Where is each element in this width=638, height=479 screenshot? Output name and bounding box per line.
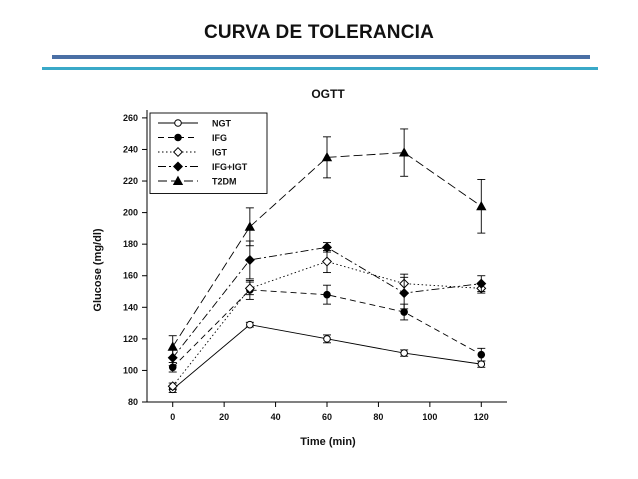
legend-box xyxy=(149,112,268,194)
data-point xyxy=(476,200,487,211)
x-tick-label: 40 xyxy=(271,412,281,422)
y-axis-label: Glucose (mg/dl) xyxy=(92,228,104,311)
legend-entry: IGT xyxy=(158,146,228,158)
legend-entry: IFG xyxy=(158,133,227,143)
legend: NGT IFG IGT IFG+IGT T2DM xyxy=(149,112,268,194)
y-tick-label: 180 xyxy=(123,239,138,249)
axes: 0 20 40 60 80 100 120 80 100 120 140 160 180 200 220 24… xyxy=(123,110,507,422)
x-tick-label: 60 xyxy=(322,412,332,422)
data-point xyxy=(400,308,408,316)
data-point xyxy=(246,320,254,329)
series-line xyxy=(172,246,482,359)
y-tick-label: 80 xyxy=(128,397,138,407)
series-line xyxy=(172,261,482,387)
data-point xyxy=(244,254,255,265)
data-point xyxy=(167,341,178,351)
x-tick-label: 0 xyxy=(170,412,175,422)
legend-entry: IFG+IGT xyxy=(158,161,248,172)
data-point xyxy=(476,278,487,289)
y-tick-label: 200 xyxy=(123,208,138,218)
legend-marker xyxy=(172,175,184,185)
data-point xyxy=(244,283,255,294)
series-ifg-igt xyxy=(167,240,487,367)
chart-title: OGTT xyxy=(311,87,345,101)
y-tick-label: 140 xyxy=(123,302,138,312)
series-t2dm xyxy=(167,128,487,359)
legend-marker xyxy=(174,119,182,127)
data-point xyxy=(167,381,178,392)
series-igt xyxy=(167,250,487,392)
data-point xyxy=(477,360,486,368)
series-line xyxy=(172,289,482,368)
title-rule-bottom xyxy=(42,67,598,70)
series-line xyxy=(172,324,482,390)
data-point xyxy=(323,290,331,299)
data-point xyxy=(399,288,410,299)
legend-label: IFG+IGT xyxy=(212,162,248,172)
legend-marker xyxy=(174,133,182,142)
data-point xyxy=(321,256,333,267)
title-rule-top xyxy=(52,55,590,59)
legend-entry: NGT xyxy=(158,119,232,129)
legend-label: NGT xyxy=(212,119,232,129)
legend-marker xyxy=(172,146,184,158)
data-point xyxy=(477,350,486,359)
data-point xyxy=(398,147,410,157)
x-tick-label: 120 xyxy=(474,412,489,422)
x-axis-label: Time (min) xyxy=(300,436,356,448)
data-point xyxy=(323,335,331,343)
y-tick-label: 160 xyxy=(123,271,138,281)
data-point xyxy=(400,349,408,357)
data-point xyxy=(321,242,333,253)
y-tick-label: 120 xyxy=(123,334,138,344)
y-tick-label: 100 xyxy=(123,365,138,375)
y-tick-label: 220 xyxy=(123,176,138,186)
legend-entry: T2DM xyxy=(158,175,237,187)
data-point xyxy=(244,221,256,231)
legend-label: IFG xyxy=(212,133,227,143)
slide-title: CURVA DE TOLERANCIA xyxy=(203,22,435,43)
legend-label: T2DM xyxy=(212,177,237,187)
x-tick-label: 100 xyxy=(422,412,437,422)
x-tick-label: 20 xyxy=(219,412,229,422)
legend-label: IGT xyxy=(212,148,228,158)
series-layer xyxy=(167,128,487,394)
y-tick-label: 260 xyxy=(123,113,138,123)
data-point xyxy=(321,152,333,162)
series-ngt xyxy=(168,320,486,394)
x-tick-label: 80 xyxy=(373,412,383,422)
y-tick-label: 240 xyxy=(123,144,138,154)
legend-marker xyxy=(172,161,184,172)
series-line xyxy=(172,152,482,348)
